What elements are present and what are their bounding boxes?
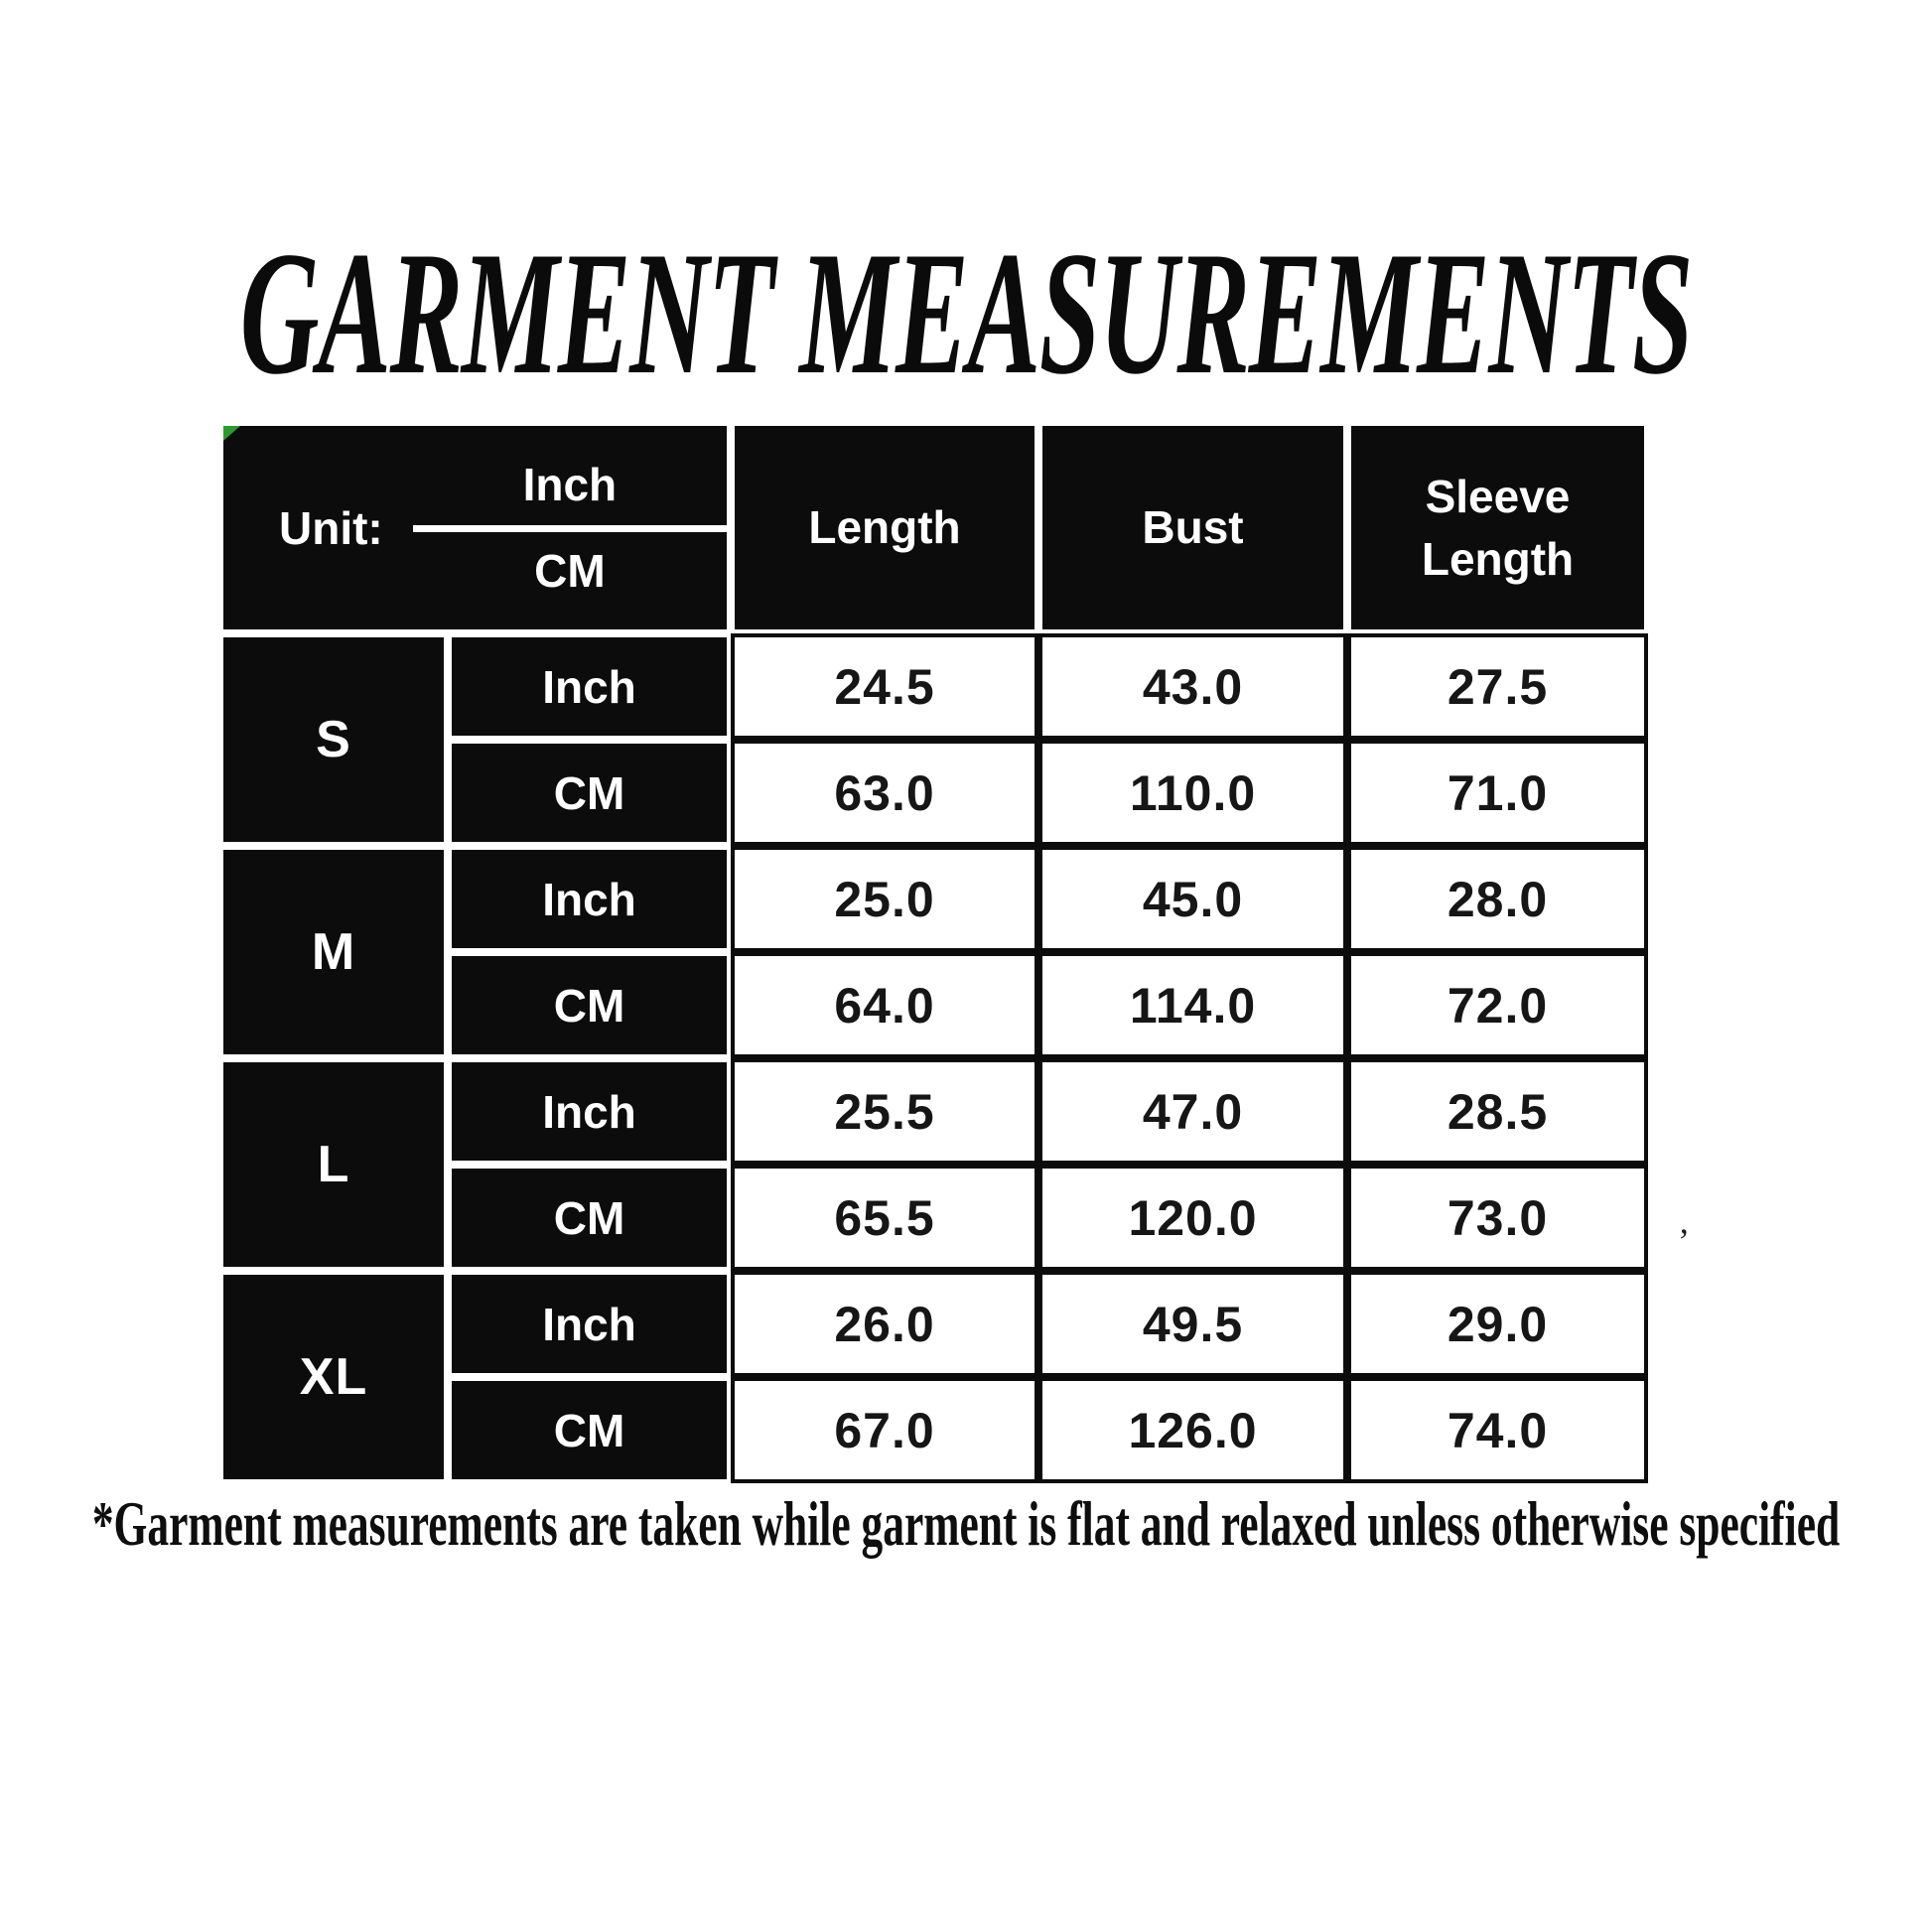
value-s-cm-sleeve: 71.0 <box>1347 740 1648 846</box>
value-s-inch-bust: 43.0 <box>1038 633 1347 740</box>
unit-option-inch: Inch <box>412 454 727 532</box>
value-l-inch-sleeve: 28.5 <box>1347 1058 1648 1165</box>
value-l-cm-bust: 120.0 <box>1038 1165 1347 1271</box>
value-s-inch-sleeve: 27.5 <box>1347 633 1648 740</box>
size-label-xl: XL <box>219 1271 448 1483</box>
page-title: GARMENT MEASUREMENTS <box>239 214 1694 411</box>
value-xl-inch-bust: 49.5 <box>1038 1271 1347 1377</box>
unit-row-label-m-cm: CM <box>448 952 731 1058</box>
scan-smudge-artifact: ’ <box>1678 1221 1690 1261</box>
value-m-cm-bust: 114.0 <box>1038 952 1347 1058</box>
unit-row-label-s-inch: Inch <box>448 633 731 740</box>
unit-row-label-xl-cm: CM <box>448 1377 731 1483</box>
value-s-cm-bust: 110.0 <box>1038 740 1347 846</box>
value-m-cm-sleeve: 72.0 <box>1347 952 1648 1058</box>
unit-row-label-xl-inch: Inch <box>448 1271 731 1377</box>
unit-row-label-l-cm: CM <box>448 1165 731 1271</box>
unit-header-cell: Unit: Inch CM <box>219 422 731 633</box>
size-label-m: M <box>219 846 448 1058</box>
unit-fraction: Inch CM <box>412 454 727 602</box>
column-header-sleeve-length: Sleeve Length <box>1347 422 1648 633</box>
value-xl-cm-length: 67.0 <box>731 1377 1038 1483</box>
value-m-inch-length: 25.0 <box>731 846 1038 952</box>
value-l-cm-length: 65.5 <box>731 1165 1038 1271</box>
size-label-s: S <box>219 633 448 846</box>
value-l-inch-bust: 47.0 <box>1038 1058 1347 1165</box>
value-l-cm-sleeve: 73.0 <box>1347 1165 1648 1271</box>
value-xl-cm-sleeve: 74.0 <box>1347 1377 1648 1483</box>
unit-row-label-m-inch: Inch <box>448 846 731 952</box>
value-m-inch-sleeve: 28.0 <box>1347 846 1648 952</box>
unit-label: Unit: <box>279 501 383 554</box>
value-xl-cm-bust: 126.0 <box>1038 1377 1347 1483</box>
value-xl-inch-length: 26.0 <box>731 1271 1038 1377</box>
unit-row-label-l-inch: Inch <box>448 1058 731 1165</box>
unit-row-label-s-cm: CM <box>448 740 731 846</box>
column-header-bust: Bust <box>1038 422 1347 633</box>
value-xl-inch-sleeve: 29.0 <box>1347 1271 1648 1377</box>
unit-option-cm: CM <box>534 545 606 597</box>
value-m-inch-bust: 45.0 <box>1038 846 1347 952</box>
size-label-l: L <box>219 1058 448 1271</box>
value-s-inch-length: 24.5 <box>731 633 1038 740</box>
value-m-cm-length: 64.0 <box>731 952 1038 1058</box>
value-l-inch-length: 25.5 <box>731 1058 1038 1165</box>
value-s-cm-length: 63.0 <box>731 740 1038 846</box>
green-corner-marker-icon <box>223 426 240 441</box>
column-header-length: Length <box>731 422 1038 633</box>
measurement-footnote: *Garment measurements are taken while ga… <box>91 1489 1841 1559</box>
measurements-table: Unit: Inch CM Length Bust Sleeve Length … <box>219 422 1648 1483</box>
column-header-sleeve-length-text: Sleeve Length <box>1421 471 1575 585</box>
